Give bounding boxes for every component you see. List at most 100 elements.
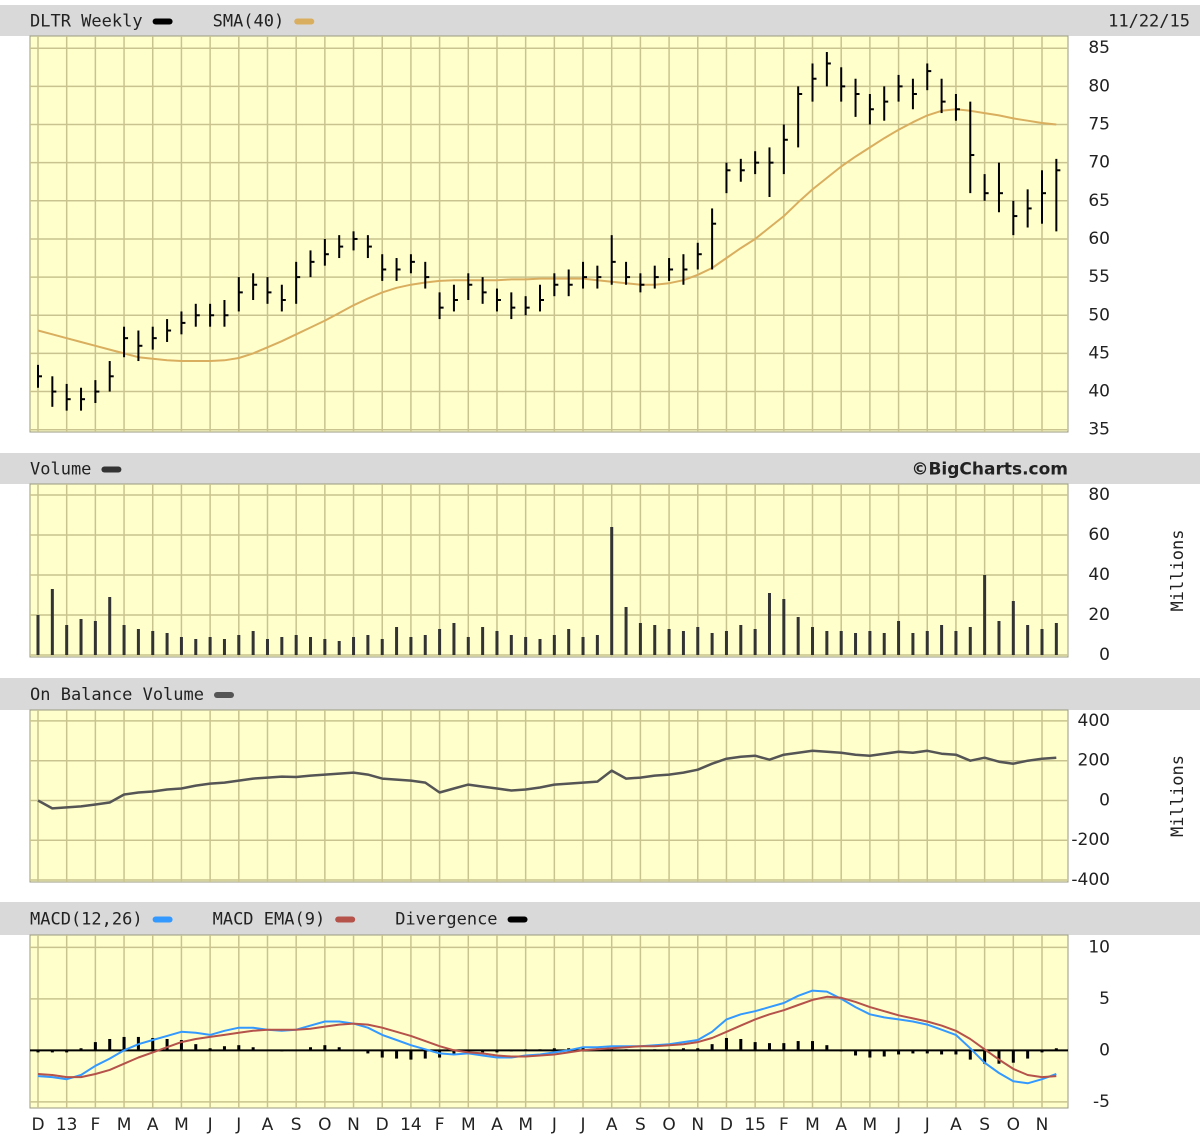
legend-label: MACD(12,26)	[30, 910, 143, 930]
x-tick-label: J	[207, 1115, 213, 1135]
volume-bar	[165, 633, 169, 655]
volume-bar	[638, 623, 642, 655]
divergence-bar	[380, 1050, 384, 1058]
divergence-bar	[194, 1044, 198, 1051]
plot-area	[29, 709, 1069, 883]
divergence-bar	[667, 1049, 671, 1051]
y-tick-label: 400	[1078, 711, 1110, 731]
volume-bar	[380, 639, 384, 655]
divergence-bar	[280, 1050, 284, 1052]
divergence-bar	[452, 1050, 456, 1055]
volume-bar	[409, 637, 413, 655]
volume-bar	[567, 629, 571, 655]
x-tick-label: D	[31, 1115, 44, 1135]
volume-bar	[495, 631, 499, 655]
y-tick-label: -5	[1093, 1092, 1110, 1112]
volume-bar	[753, 629, 757, 655]
divergence-bar	[839, 1050, 843, 1052]
divergence-bar	[724, 1037, 728, 1051]
legend-swatch	[294, 18, 315, 25]
y-tick-label: 35	[1088, 420, 1110, 440]
divergence-bar	[552, 1048, 556, 1051]
divergence-bar	[108, 1039, 112, 1051]
volume-bar	[136, 629, 140, 655]
volume-bar	[108, 597, 112, 655]
divergence-bar	[624, 1049, 628, 1051]
volume-bar	[265, 639, 269, 655]
volume-bar	[595, 635, 599, 655]
x-tick-label: O	[1007, 1115, 1020, 1135]
y-tick-label: 50	[1088, 305, 1110, 325]
y-tick-label: 70	[1088, 153, 1110, 173]
divergence-bar	[222, 1046, 226, 1051]
volume-bar	[438, 629, 442, 655]
volume-bar	[624, 607, 628, 655]
y-axis-label: Millions	[1168, 530, 1188, 612]
volume-bar	[50, 589, 54, 655]
legend-swatch	[152, 18, 173, 25]
plot-area	[29, 35, 1069, 433]
volume-bar	[323, 639, 327, 655]
y-tick-label: 60	[1088, 525, 1110, 545]
volume-bar	[179, 637, 183, 655]
volume-bar	[610, 527, 614, 655]
x-tick-label: A	[147, 1115, 159, 1135]
volume-bar	[681, 631, 685, 655]
x-tick-label: F	[779, 1115, 789, 1135]
divergence-bar	[36, 1050, 40, 1053]
x-tick-label: N	[1036, 1115, 1049, 1135]
y-tick-label: 60	[1088, 229, 1110, 249]
divergence-bar	[538, 1049, 542, 1051]
volume-bar	[1011, 601, 1015, 655]
y-tick-label: 80	[1088, 76, 1110, 96]
x-tick-label: A	[835, 1115, 847, 1135]
divergence-bar	[753, 1042, 757, 1051]
divergence-bar	[940, 1050, 944, 1055]
divergence-bar	[495, 1050, 499, 1053]
divergence-bar	[782, 1043, 786, 1051]
volume-bar	[1026, 625, 1030, 655]
x-tick-label: M	[518, 1115, 533, 1135]
legend-label: Divergence	[395, 910, 497, 930]
volume-bar	[968, 627, 972, 655]
volume-bar	[366, 635, 370, 655]
volume-bar	[538, 639, 542, 655]
plot-area	[29, 934, 1069, 1109]
panel-header	[0, 902, 1200, 935]
volume-bar	[954, 631, 958, 655]
y-tick-label: 40	[1088, 565, 1110, 585]
x-tick-label: J	[895, 1115, 901, 1135]
legend-label: On Balance Volume	[30, 685, 204, 705]
volume-bar	[452, 623, 456, 655]
volume-bar	[122, 625, 126, 655]
x-tick-label: F	[90, 1115, 100, 1135]
x-tick-label: M	[461, 1115, 476, 1135]
volume-bar	[653, 625, 657, 655]
x-tick-label: M	[174, 1115, 189, 1135]
y-tick-label: 0	[1099, 1040, 1110, 1060]
panel-header	[0, 5, 1200, 36]
volume-bar	[854, 633, 858, 655]
line	[37, 989, 1057, 1085]
volume-bar	[309, 637, 313, 655]
divergence-bar	[882, 1050, 886, 1057]
divergence-bar	[811, 1041, 815, 1051]
divergence-bar	[179, 1040, 183, 1051]
volume-bar	[395, 627, 399, 655]
y-tick-label: 20	[1088, 605, 1110, 625]
x-tick-label: J	[551, 1115, 557, 1135]
panel-header	[0, 453, 1200, 484]
volume-bar	[337, 641, 341, 655]
divergence-bar	[50, 1050, 54, 1053]
divergence-bar	[1011, 1050, 1015, 1063]
volume-bar	[93, 621, 97, 655]
x-tick-label: S	[291, 1115, 302, 1135]
x-tick-label: M	[863, 1115, 878, 1135]
y-axis-label: Millions	[1168, 755, 1188, 837]
volume-bar	[194, 639, 198, 655]
volume-bar	[36, 615, 40, 655]
volume-bar	[222, 639, 226, 655]
divergence-bar	[825, 1045, 829, 1051]
legend-label: DLTR Weekly	[30, 12, 143, 32]
volume-bar	[868, 631, 872, 655]
